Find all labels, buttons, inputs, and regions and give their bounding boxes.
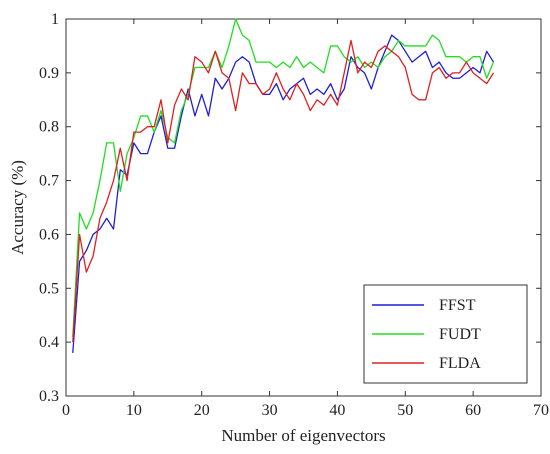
x-tick-label: 70 <box>533 402 549 419</box>
y-axis-title: Accuracy (%) <box>8 160 27 255</box>
axes-layer: 0 10 20 30 40 50 60 70 0.3 0.4 0.5 0.6 0.7 0.8 0.9 1 <box>39 11 549 419</box>
legend: FFST FUDT FLDA <box>363 284 528 384</box>
series-line-fudt <box>72 18 495 337</box>
y-tick-label: 0.3 <box>39 388 59 405</box>
x-tick-label: 0 <box>62 402 70 419</box>
series-line-flda <box>72 39 495 343</box>
y-tick-label: 0.9 <box>39 65 59 82</box>
x-tick-label: 30 <box>262 402 278 419</box>
y-tick-label: 0.7 <box>39 173 59 190</box>
y-tick-label: 0.6 <box>39 226 59 243</box>
x-tick-label: 10 <box>126 402 142 419</box>
y-tick-label: 0.8 <box>39 119 59 136</box>
x-axis-title: Number of eigenvectors <box>221 426 385 445</box>
series-layer <box>72 18 495 353</box>
x-tick-label: 20 <box>194 402 210 419</box>
legend-label-ffst: FFST <box>439 297 476 314</box>
y-tick-label: 0.5 <box>39 280 59 297</box>
y-tick-label: 1 <box>51 11 59 28</box>
series-line-ffst <box>72 34 495 353</box>
x-tick-label: 40 <box>329 402 345 419</box>
y-tick-label: 0.4 <box>39 334 59 351</box>
legend-label-fudt: FUDT <box>439 326 481 343</box>
x-tick-label: 60 <box>465 402 481 419</box>
x-tick-label: 50 <box>397 402 413 419</box>
legend-label-flda: FLDA <box>439 355 481 372</box>
